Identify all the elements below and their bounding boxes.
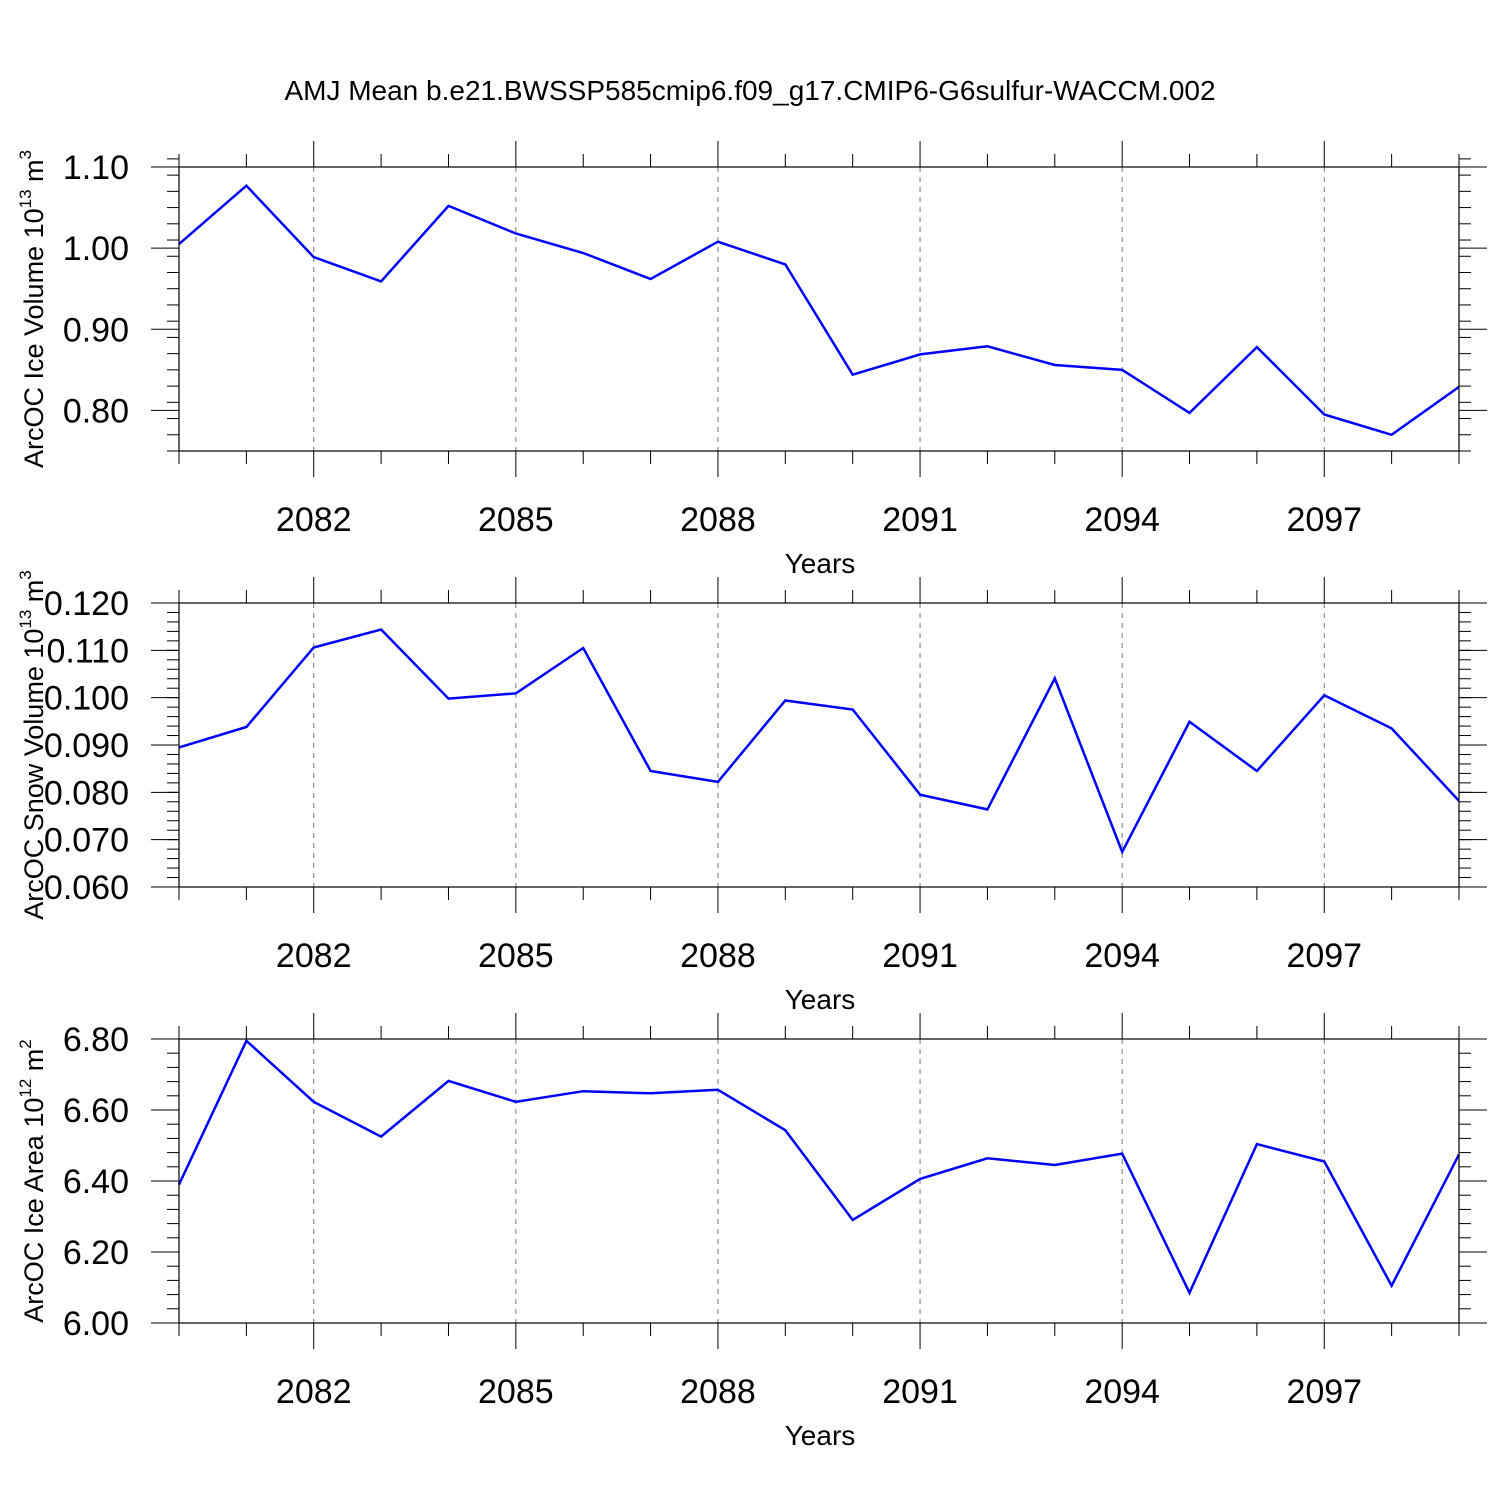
y-tick-label: 0.90 bbox=[63, 311, 129, 349]
y-tick-label: 6.00 bbox=[63, 1305, 129, 1343]
y-tick-label: 0.080 bbox=[44, 774, 129, 812]
y-tick-label: 0.80 bbox=[63, 392, 129, 430]
x-axis-title: Years bbox=[785, 1420, 856, 1451]
y-tick-label: 0.090 bbox=[44, 727, 129, 765]
x-tick-label: 2091 bbox=[882, 937, 958, 975]
chart-panel-3: 6.00 6.20 6.40 6.60 6.80 2082 2085 2088 2091 2094… bbox=[16, 1013, 1487, 1451]
x-tick-label: 2097 bbox=[1286, 501, 1362, 539]
y-tick-label: 0.100 bbox=[44, 680, 129, 718]
x-tick-label: 2091 bbox=[882, 1373, 958, 1411]
x-tick-label: 2082 bbox=[276, 501, 352, 539]
series-line bbox=[177, 1038, 1461, 1296]
x-tick-label: 2094 bbox=[1084, 937, 1160, 975]
plot-frame bbox=[178, 166, 1460, 452]
y-tick-label: 1.10 bbox=[63, 149, 129, 187]
x-tick-label: 2091 bbox=[882, 501, 958, 539]
x-axis-title: Years bbox=[785, 984, 856, 1015]
plot-frame bbox=[178, 1038, 1460, 1324]
y-tick-label: 6.40 bbox=[63, 1163, 129, 1201]
plot-frame bbox=[178, 602, 1460, 888]
y-tick-label: 0.060 bbox=[44, 869, 129, 907]
figure-title: AMJ Mean b.e21.BWSSP585cmip6.f09_g17.CMI… bbox=[284, 75, 1215, 106]
x-tick-label: 2085 bbox=[478, 501, 554, 539]
y-tick-label: 6.60 bbox=[63, 1092, 129, 1130]
x-tick-label: 2085 bbox=[478, 1373, 554, 1411]
x-tick-label: 2085 bbox=[478, 937, 554, 975]
chart-panel-2: 0.060 0.070 0.080 0.090 0.100 0.110 0.120 2082 2… bbox=[16, 570, 1487, 1015]
x-tick-label: 2097 bbox=[1286, 937, 1362, 975]
x-tick-label: 2097 bbox=[1286, 1373, 1362, 1411]
x-tick-label: 2082 bbox=[276, 937, 352, 975]
series-line bbox=[178, 183, 1460, 437]
series-line bbox=[178, 628, 1460, 856]
x-tick-label: 2088 bbox=[680, 1373, 756, 1411]
x-tick-label: 2082 bbox=[276, 1373, 352, 1411]
x-tick-label: 2088 bbox=[680, 937, 756, 975]
y-tick-label: 1.00 bbox=[63, 230, 129, 268]
y-axis-title: ArcOC Ice Volume 1013 m3 bbox=[16, 150, 49, 468]
x-tick-label: 2088 bbox=[680, 501, 756, 539]
y-axis-title: ArcOC Snow Volume 1013 m3 bbox=[16, 570, 49, 920]
x-tick-label: 2094 bbox=[1084, 501, 1160, 539]
x-axis-title: Years bbox=[785, 548, 856, 579]
y-tick-label: 6.20 bbox=[63, 1234, 129, 1272]
y-axis-title: ArcOC Ice Area 1012 m2 bbox=[16, 1039, 49, 1323]
x-tick-label: 2094 bbox=[1084, 1373, 1160, 1411]
y-tick-label: 0.120 bbox=[44, 585, 129, 623]
y-tick-label: 6.80 bbox=[63, 1021, 129, 1059]
chart-panel-1: 0.80 0.90 1.00 1.10 2082 2085 2088 2091 2094 2097… bbox=[16, 141, 1487, 579]
y-tick-label: 0.070 bbox=[44, 822, 129, 860]
y-tick-label: 0.110 bbox=[46, 632, 129, 670]
